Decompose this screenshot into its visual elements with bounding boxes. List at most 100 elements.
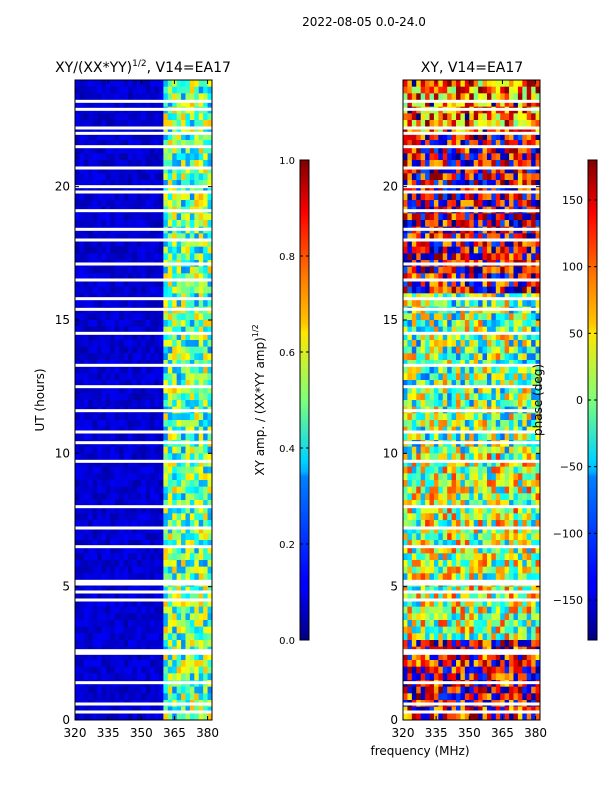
heatmap-cell xyxy=(411,173,417,181)
heatmap-cell xyxy=(203,326,209,334)
flagged-row xyxy=(75,681,212,685)
heatmap-cell xyxy=(517,420,523,428)
heatmap-cell xyxy=(486,413,492,421)
heatmap-cell xyxy=(469,160,475,168)
heatmap-cell xyxy=(176,560,182,568)
heatmap-cell xyxy=(429,426,435,434)
heatmap-cell xyxy=(110,93,116,101)
heatmap-cell xyxy=(531,133,537,141)
heatmap-cell xyxy=(150,666,156,674)
heatmap-cell xyxy=(132,420,138,428)
heatmap-cell xyxy=(97,480,103,488)
heatmap-cell xyxy=(203,466,209,474)
heatmap-cell xyxy=(513,433,519,441)
heatmap-cell xyxy=(110,200,116,208)
heatmap-cell xyxy=(203,400,209,408)
heatmap-cell xyxy=(500,133,506,141)
heatmap-cell xyxy=(75,626,80,634)
heatmap-cell xyxy=(433,113,439,121)
heatmap-cell xyxy=(442,473,448,481)
heatmap-cell xyxy=(105,606,111,614)
heatmap-cell xyxy=(478,353,484,361)
heatmap-cell xyxy=(88,286,94,294)
heatmap-cell xyxy=(105,393,111,401)
heatmap-cell xyxy=(181,340,186,348)
heatmap-cell xyxy=(154,86,160,94)
heatmap-cell xyxy=(150,486,156,494)
heatmap-cell xyxy=(132,526,138,534)
heatmap-cell xyxy=(203,353,209,361)
heatmap-cell xyxy=(145,620,151,628)
heatmap-cell xyxy=(163,540,169,548)
heatmap-cell xyxy=(438,460,444,468)
heatmap-cell xyxy=(105,180,111,188)
heatmap-cell xyxy=(79,660,85,668)
heatmap-cell xyxy=(172,486,178,494)
heatmap-cell xyxy=(482,153,488,161)
heatmap-cell xyxy=(92,286,98,294)
heatmap-cell xyxy=(167,500,173,508)
heatmap-cell xyxy=(176,600,182,608)
heatmap-cell xyxy=(119,326,125,334)
heatmap-cell xyxy=(478,320,484,328)
heatmap-cell xyxy=(469,486,475,494)
heatmap-cell xyxy=(517,100,523,108)
heatmap-cell xyxy=(407,473,413,481)
heatmap-cell xyxy=(473,320,479,328)
heatmap-cell xyxy=(136,480,142,488)
y-tick-label: 5 xyxy=(62,580,70,594)
heatmap-cell xyxy=(531,146,537,154)
heatmap-cell xyxy=(411,373,417,381)
heatmap-cell xyxy=(154,493,160,501)
heatmap-cell xyxy=(513,460,519,468)
heatmap-cell xyxy=(154,506,160,514)
heatmap-cell xyxy=(425,333,431,341)
heatmap-cell xyxy=(132,453,138,461)
heatmap-cell xyxy=(132,280,138,288)
heatmap-cell xyxy=(442,300,448,308)
heatmap-cell xyxy=(403,460,408,468)
heatmap-cell xyxy=(128,493,133,501)
heatmap-cell xyxy=(442,280,448,288)
heatmap-cell xyxy=(403,273,408,281)
heatmap-cell xyxy=(429,186,435,194)
heatmap-cell xyxy=(150,660,156,668)
heatmap-cell xyxy=(495,93,501,101)
heatmap-cell xyxy=(167,186,173,194)
heatmap-cell xyxy=(181,526,186,534)
heatmap-cell xyxy=(429,393,435,401)
heatmap-cell xyxy=(198,133,204,141)
heatmap-cell xyxy=(83,553,89,561)
heatmap-cell xyxy=(504,153,510,161)
heatmap-cell xyxy=(491,133,497,141)
heatmap-cell xyxy=(486,420,492,428)
heatmap-cell xyxy=(198,240,204,248)
heatmap-cell xyxy=(97,673,103,681)
heatmap-cell xyxy=(447,360,453,368)
heatmap-cell xyxy=(114,633,120,641)
heatmap-cell xyxy=(150,546,156,554)
heatmap-cell xyxy=(136,286,142,294)
heatmap-cell xyxy=(141,113,147,121)
heatmap-cell xyxy=(460,166,466,174)
heatmap-cell xyxy=(123,220,129,228)
heatmap-cell xyxy=(150,340,156,348)
heatmap-cell xyxy=(163,380,169,388)
heatmap-cell xyxy=(123,460,129,468)
heatmap-cell xyxy=(438,366,444,374)
heatmap-cell xyxy=(132,620,138,628)
heatmap-cell xyxy=(478,193,484,201)
heatmap-cell xyxy=(185,600,191,608)
heatmap-cell xyxy=(491,280,497,288)
heatmap-cell xyxy=(460,373,466,381)
heatmap-cell xyxy=(198,606,204,614)
heatmap-cell xyxy=(83,626,89,634)
heatmap-cell xyxy=(482,113,488,121)
heatmap-cell xyxy=(145,120,151,128)
heatmap-cell xyxy=(420,240,426,248)
heatmap-cell xyxy=(473,266,479,274)
heatmap-cell xyxy=(119,366,125,374)
heatmap-cell xyxy=(172,186,178,194)
heatmap-cell xyxy=(425,246,431,254)
heatmap-cell xyxy=(531,293,537,301)
